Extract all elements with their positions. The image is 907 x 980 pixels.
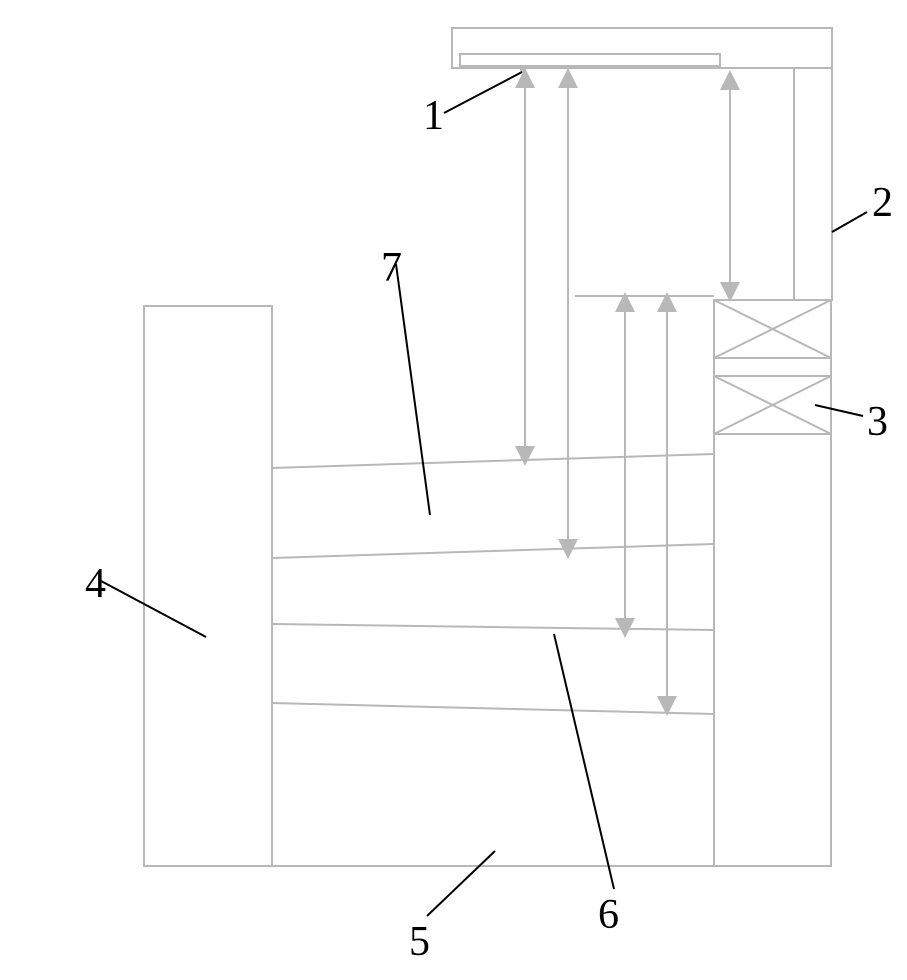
cross-section-1 [714, 300, 831, 358]
label-1: 1 [423, 92, 444, 140]
label-7: 7 [381, 244, 402, 292]
label-2: 2 [872, 179, 893, 227]
leader-4 [101, 581, 206, 637]
left-column [144, 306, 272, 866]
label-4: 4 [85, 560, 106, 608]
leader-3 [815, 405, 863, 416]
leader-1 [444, 72, 522, 113]
leader-7 [396, 264, 430, 515]
leader-6 [554, 634, 614, 889]
technical-diagram [0, 0, 907, 980]
label-3: 3 [867, 398, 888, 446]
cross-section-2 [714, 376, 831, 434]
label-6: 6 [598, 891, 619, 939]
leader-2 [832, 212, 867, 232]
label-5: 5 [409, 918, 430, 966]
top-inner [460, 54, 720, 66]
top-cap [452, 28, 832, 68]
center-stack [144, 454, 831, 866]
leader-5 [427, 851, 495, 916]
right-upper-column [794, 68, 832, 300]
